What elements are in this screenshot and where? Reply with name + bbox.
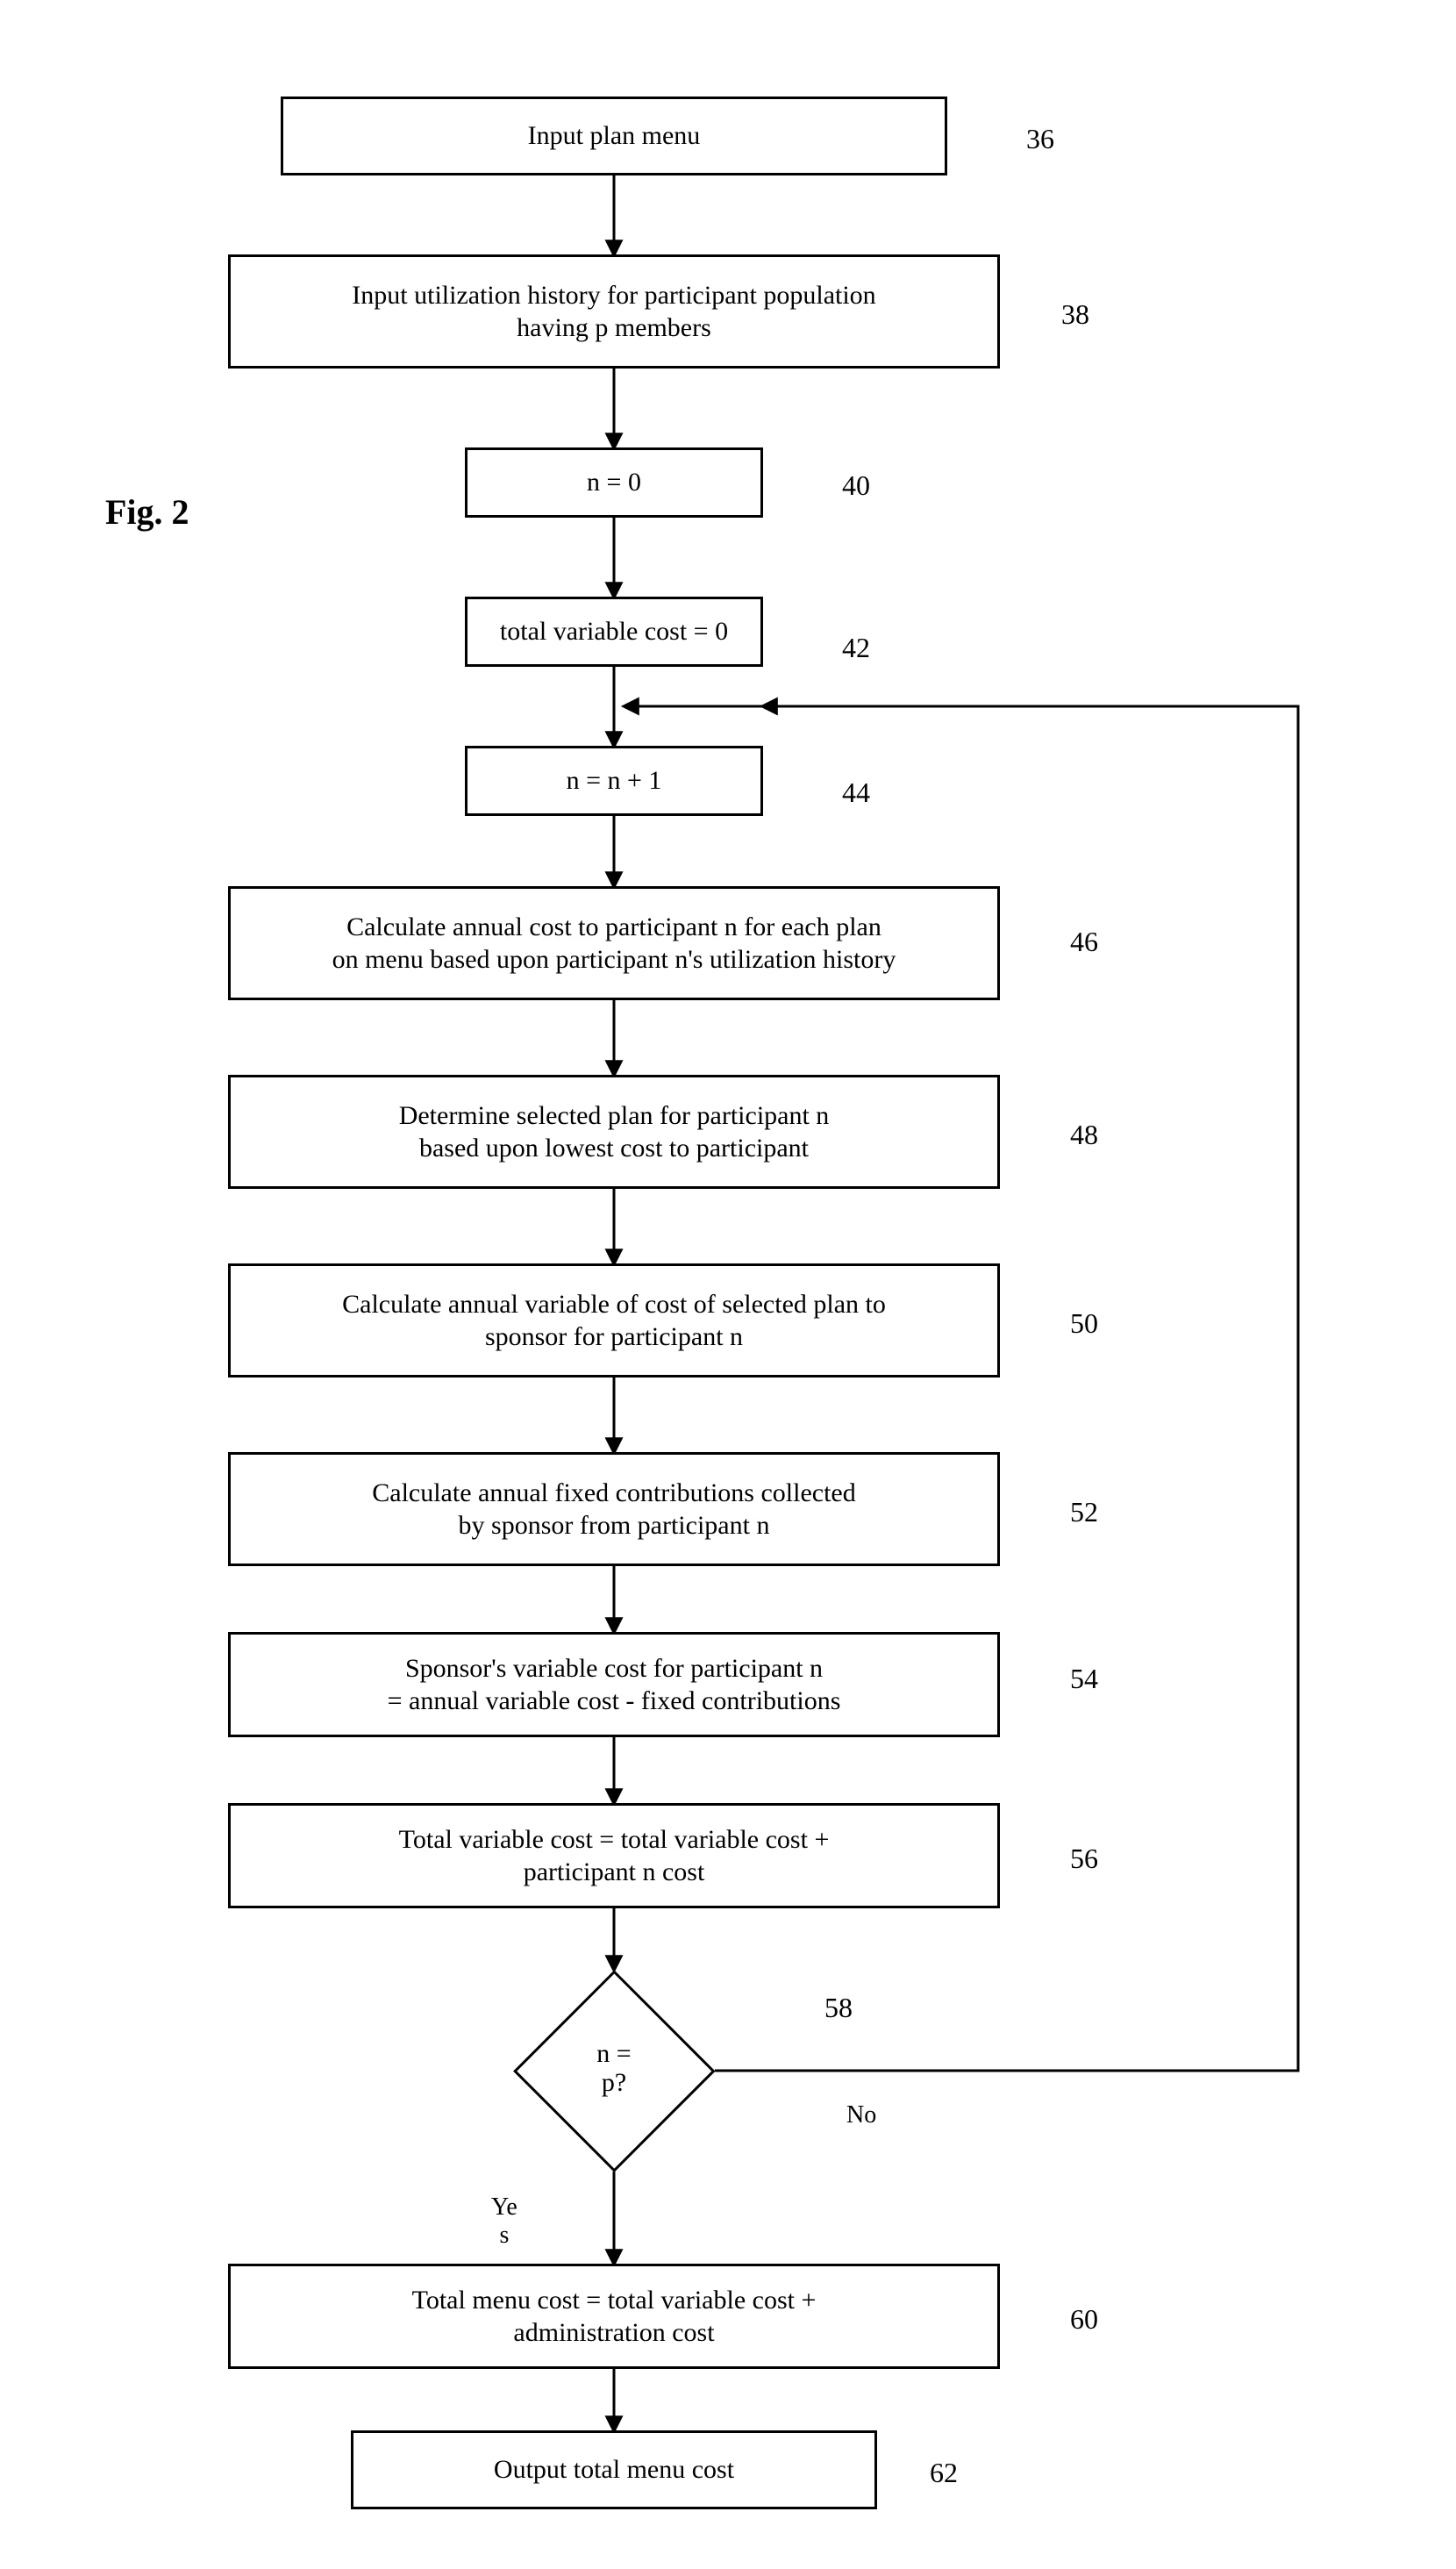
ref-number-40: 40 <box>842 469 870 502</box>
ref-number-48: 48 <box>1070 1119 1098 1151</box>
ref-number-42: 42 <box>842 632 870 664</box>
flow-box-38: Input utilization history for participan… <box>228 254 1000 369</box>
flow-box-48: Determine selected plan for participant … <box>228 1075 1000 1189</box>
decision-yes-label: Yes <box>491 2193 517 2250</box>
flow-box-44: n = n + 1 <box>465 746 763 816</box>
ref-number-58: 58 <box>824 1992 853 2024</box>
ref-number-36: 36 <box>1026 123 1054 155</box>
flow-box-62: Output total menu cost <box>351 2430 877 2509</box>
flow-box-text: n = n + 1 <box>567 764 662 798</box>
ref-number-46: 46 <box>1070 926 1098 958</box>
flow-box-text: Calculate annual cost to participant n f… <box>332 911 896 977</box>
flow-box-46: Calculate annual cost to participant n f… <box>228 886 1000 1000</box>
flow-box-text: Calculate annual variable of cost of sel… <box>342 1288 886 1354</box>
ref-number-52: 52 <box>1070 1496 1098 1528</box>
ref-number-62: 62 <box>930 2457 958 2489</box>
flow-box-56: Total variable cost = total variable cos… <box>228 1803 1000 1908</box>
flow-box-text: Total variable cost = total variable cos… <box>399 1823 830 1889</box>
flow-box-text: Total menu cost = total variable cost +a… <box>412 2284 817 2350</box>
flow-box-text: Sponsor's variable cost for participant … <box>388 1652 841 1718</box>
figure-label: Fig. 2 <box>105 491 189 533</box>
flow-box-text: Input plan menu <box>528 119 701 153</box>
flow-box-50: Calculate annual variable of cost of sel… <box>228 1263 1000 1378</box>
flow-box-40: n = 0 <box>465 447 763 518</box>
flow-box-36: Input plan menu <box>281 97 947 175</box>
flow-box-text: total variable cost = 0 <box>500 615 728 648</box>
flow-box-42: total variable cost = 0 <box>465 597 763 667</box>
decision-text: n =p? <box>561 2039 667 2097</box>
flow-box-text: Input utilization history for participan… <box>352 279 875 345</box>
flow-box-52: Calculate annual fixed contributions col… <box>228 1452 1000 1566</box>
flow-box-54: Sponsor's variable cost for participant … <box>228 1632 1000 1737</box>
ref-number-54: 54 <box>1070 1663 1098 1695</box>
flow-box-text: n = 0 <box>587 466 641 499</box>
ref-number-38: 38 <box>1061 298 1089 331</box>
flow-box-60: Total menu cost = total variable cost +a… <box>228 2264 1000 2369</box>
decision-no-label: No <box>846 2101 876 2129</box>
ref-number-44: 44 <box>842 776 870 809</box>
ref-number-60: 60 <box>1070 2303 1098 2336</box>
ref-number-50: 50 <box>1070 1307 1098 1340</box>
flow-box-text: Output total menu cost <box>494 2453 734 2487</box>
ref-number-56: 56 <box>1070 1843 1098 1875</box>
flow-box-text: Determine selected plan for participant … <box>399 1099 830 1165</box>
flow-box-text: Calculate annual fixed contributions col… <box>372 1477 855 1542</box>
